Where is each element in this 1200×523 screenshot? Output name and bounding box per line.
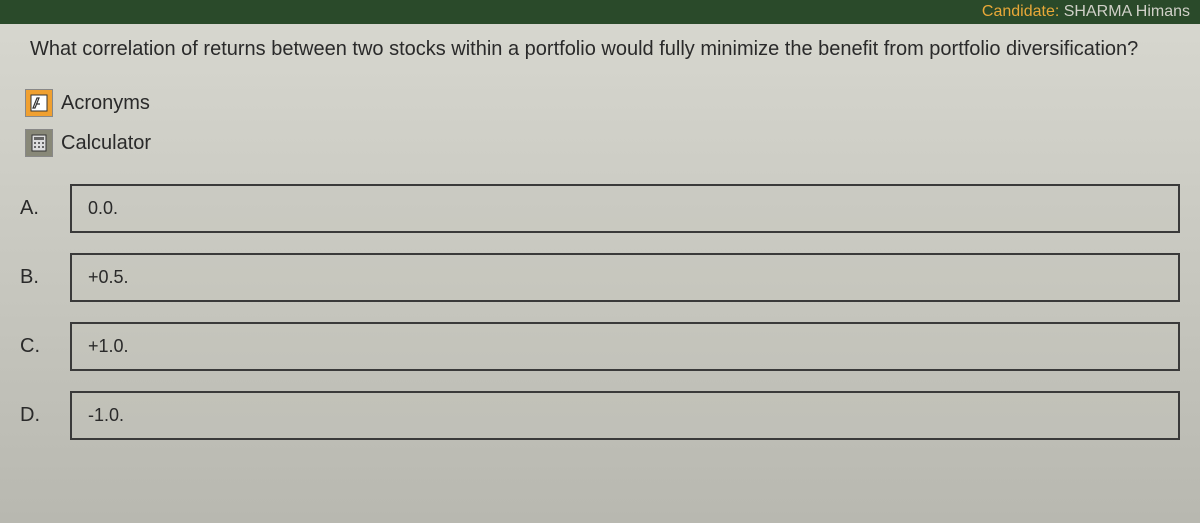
answer-row-c: C. +1.0. [20, 322, 1180, 371]
question-text: What correlation of returns between two … [30, 34, 1170, 64]
answer-letter-d: D. [20, 404, 50, 427]
answer-option-b[interactable]: +0.5. [70, 253, 1180, 302]
acronyms-icon [25, 89, 53, 117]
answer-option-c[interactable]: +1.0. [70, 322, 1180, 371]
answer-letter-a: A. [20, 197, 50, 220]
answer-row-b: B. +0.5. [20, 253, 1180, 302]
answer-option-a[interactable]: 0.0. [70, 184, 1180, 233]
acronyms-button[interactable]: Acronyms [25, 89, 1175, 117]
calculator-label: Calculator [61, 132, 151, 155]
candidate-label: Candidate: [982, 3, 1059, 20]
question-area: What correlation of returns between two … [0, 24, 1200, 84]
answer-row-a: A. 0.0. [20, 184, 1180, 233]
candidate-header: Candidate: SHARMA Himans [0, 0, 1200, 24]
answer-option-d[interactable]: -1.0. [70, 391, 1180, 440]
answer-row-d: D. -1.0. [20, 391, 1180, 440]
calculator-icon [25, 129, 53, 157]
tools-section: Acronyms Calculator [0, 84, 1200, 174]
calculator-button[interactable]: Calculator [25, 129, 1175, 157]
answer-letter-b: B. [20, 266, 50, 289]
answer-letter-c: C. [20, 335, 50, 358]
acronyms-label: Acronyms [61, 92, 150, 115]
candidate-name: SHARMA Himans [1059, 3, 1190, 20]
answers-section: A. 0.0. B. +0.5. C. +1.0. D. -1.0. [0, 174, 1200, 470]
